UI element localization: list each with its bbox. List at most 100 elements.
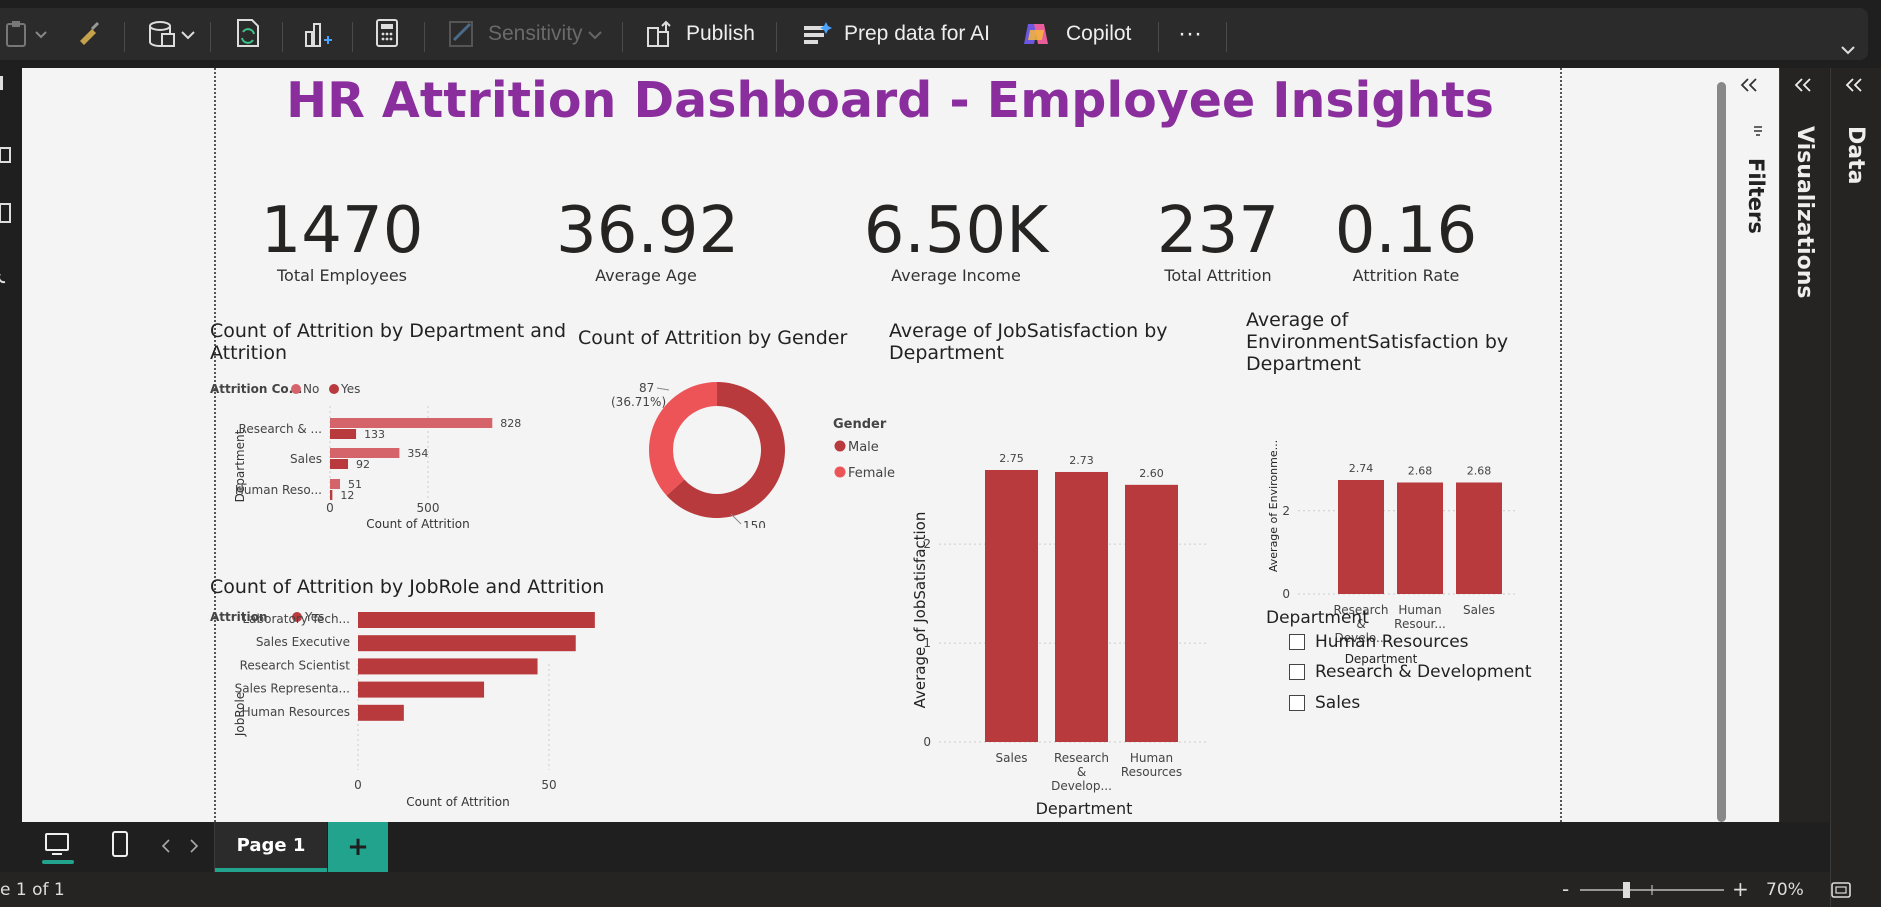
zoom-slider[interactable] bbox=[1578, 880, 1728, 900]
bar bbox=[358, 681, 485, 698]
divider bbox=[214, 822, 215, 872]
category-label: Sales Executive bbox=[256, 635, 350, 649]
leader-line bbox=[730, 513, 742, 525]
table-view-icon[interactable] bbox=[0, 147, 11, 163]
bar bbox=[358, 704, 404, 721]
chart-title-jobrole: Count of Attrition by JobRole and Attrit… bbox=[210, 576, 605, 598]
prep-data-for-ai-button[interactable]: Prep data for AI bbox=[800, 8, 990, 60]
category-label: Human bbox=[1130, 751, 1173, 765]
legend-marker bbox=[834, 440, 846, 452]
report-canvas: HR Attrition Dashboard - Employee Insigh… bbox=[22, 68, 1712, 822]
new-measure-button[interactable] bbox=[374, 8, 402, 60]
category-label: Human Resources bbox=[242, 705, 350, 719]
desktop-layout-button[interactable] bbox=[40, 830, 76, 864]
filters-pane-icons bbox=[1740, 78, 1762, 136]
kpi-card-attrition-rate[interactable]: 0.16 Attrition Rate bbox=[1326, 196, 1486, 285]
collapse-ribbon-button[interactable] bbox=[1836, 30, 1860, 70]
refresh-button[interactable] bbox=[232, 8, 264, 60]
category-label: Research bbox=[1054, 751, 1109, 765]
dax-query-icon[interactable] bbox=[0, 274, 6, 284]
paste-button[interactable] bbox=[2, 8, 48, 60]
next-page-button[interactable] bbox=[186, 836, 202, 856]
legend-marker bbox=[291, 384, 301, 394]
report-view-icon[interactable] bbox=[0, 76, 3, 90]
kpi-card-total-attrition[interactable]: 237 Total Attrition bbox=[1148, 196, 1288, 285]
ribbon: Sensitivity Publish Prep data for AI Cop… bbox=[0, 0, 1881, 68]
category-label: Human bbox=[1398, 603, 1441, 617]
envsatisfaction-column-chart[interactable]: 0 2 2.74 Research&Develo... 2.68 HumanResour.… bbox=[1246, 376, 1536, 666]
view-icons bbox=[0, 76, 11, 284]
bar bbox=[1456, 482, 1502, 594]
sensitivity-button[interactable]: Sensitivity bbox=[446, 8, 607, 60]
category-label: Laboratory Tech... bbox=[242, 612, 350, 626]
legend-item: Yes bbox=[304, 610, 324, 624]
fit-to-page-icon[interactable] bbox=[1830, 880, 1852, 900]
data-label: 2.73 bbox=[1069, 454, 1094, 467]
zoom-in-button[interactable]: + bbox=[1732, 877, 1749, 901]
slicer-item-sales[interactable]: Sales bbox=[1289, 693, 1360, 713]
bar bbox=[1338, 480, 1384, 594]
tab-label: Page 1 bbox=[236, 834, 306, 856]
expand-icon[interactable] bbox=[1780, 68, 1830, 108]
jobsatisfaction-column-chart[interactable]: 0 1 2 2.75 Sales 2.73 Research&Develop... 2.60 H… bbox=[889, 368, 1229, 828]
axis-title: Count of Attrition bbox=[406, 795, 510, 809]
data-pane-collapsed[interactable]: Data bbox=[1830, 68, 1881, 907]
category-label: Develo... bbox=[1334, 631, 1387, 645]
checkbox[interactable] bbox=[1289, 695, 1305, 711]
axis-title: Count of Attrition bbox=[366, 517, 470, 528]
slicer-item-research-development[interactable]: Research & Development bbox=[1289, 662, 1531, 682]
filters-pane-collapsed[interactable]: Filters bbox=[1734, 68, 1779, 822]
donut-slice bbox=[666, 382, 785, 518]
kpi-card-average-age[interactable]: 36.92 Average Age bbox=[556, 196, 739, 285]
bar bbox=[1125, 484, 1178, 742]
expand-icon[interactable] bbox=[1831, 68, 1881, 108]
kpi-card-total-employees[interactable]: 1470 Total Employees bbox=[252, 196, 432, 285]
category-label: Human Reso... bbox=[235, 483, 322, 497]
bar bbox=[985, 470, 1038, 742]
category-label: Resources bbox=[1121, 765, 1182, 779]
database-icon bbox=[149, 21, 195, 48]
data-source-button[interactable] bbox=[146, 8, 198, 60]
canvas-scrollbar[interactable] bbox=[1717, 82, 1726, 822]
axis-title: JobRole bbox=[233, 692, 247, 737]
zoom-out-button[interactable]: - bbox=[1562, 877, 1570, 901]
tick-label: 500 bbox=[417, 501, 440, 515]
data-label: 133 bbox=[364, 428, 385, 441]
mobile-layout-button[interactable] bbox=[108, 830, 132, 860]
dept-attrition-bar-chart[interactable]: Attrition Co... No Yes Research & ... 828 133… bbox=[210, 368, 590, 528]
publish-button[interactable]: Publish bbox=[644, 8, 755, 60]
axis-title: Department bbox=[1345, 652, 1418, 666]
data-label: 828 bbox=[500, 417, 521, 430]
add-page-button[interactable]: + bbox=[328, 822, 388, 872]
bar bbox=[330, 459, 349, 469]
kpi-card-average-income[interactable]: 6.50K Average Income bbox=[856, 196, 1056, 285]
copilot-button[interactable]: Copilot bbox=[1020, 8, 1131, 60]
more-options-button[interactable]: ··· bbox=[1178, 8, 1202, 60]
leader-line bbox=[656, 387, 670, 391]
bar bbox=[330, 429, 357, 439]
category-label: Sales bbox=[1463, 603, 1495, 617]
visualizations-pane-collapsed[interactable]: Visualizations bbox=[1779, 68, 1829, 822]
format-painter-button[interactable] bbox=[74, 8, 104, 60]
tick-label: 0 bbox=[326, 501, 334, 515]
tab-page-1[interactable]: Page 1 bbox=[215, 822, 327, 872]
previous-page-button[interactable] bbox=[158, 836, 174, 856]
ribbon-separator bbox=[622, 22, 623, 52]
new-visual-button[interactable] bbox=[302, 8, 334, 60]
slicer-item-human-resources[interactable]: Human Resources bbox=[1289, 632, 1469, 652]
data-label: 51 bbox=[348, 478, 362, 491]
checkbox[interactable] bbox=[1289, 634, 1305, 650]
axis-title: Department bbox=[233, 429, 247, 502]
model-view-icon[interactable] bbox=[0, 203, 11, 223]
chevron-left-icon bbox=[161, 839, 170, 853]
mobile-icon bbox=[112, 831, 128, 857]
checkbox[interactable] bbox=[1289, 664, 1305, 680]
category-label: Research Scientist bbox=[240, 658, 351, 672]
category-label: Sales bbox=[996, 751, 1028, 765]
donut-slice bbox=[649, 382, 717, 496]
filters-label: Filters bbox=[1744, 158, 1768, 234]
page-tabs-bar: Page 1 + bbox=[22, 822, 1778, 872]
slicer-item-label: Human Resources bbox=[1315, 632, 1469, 652]
